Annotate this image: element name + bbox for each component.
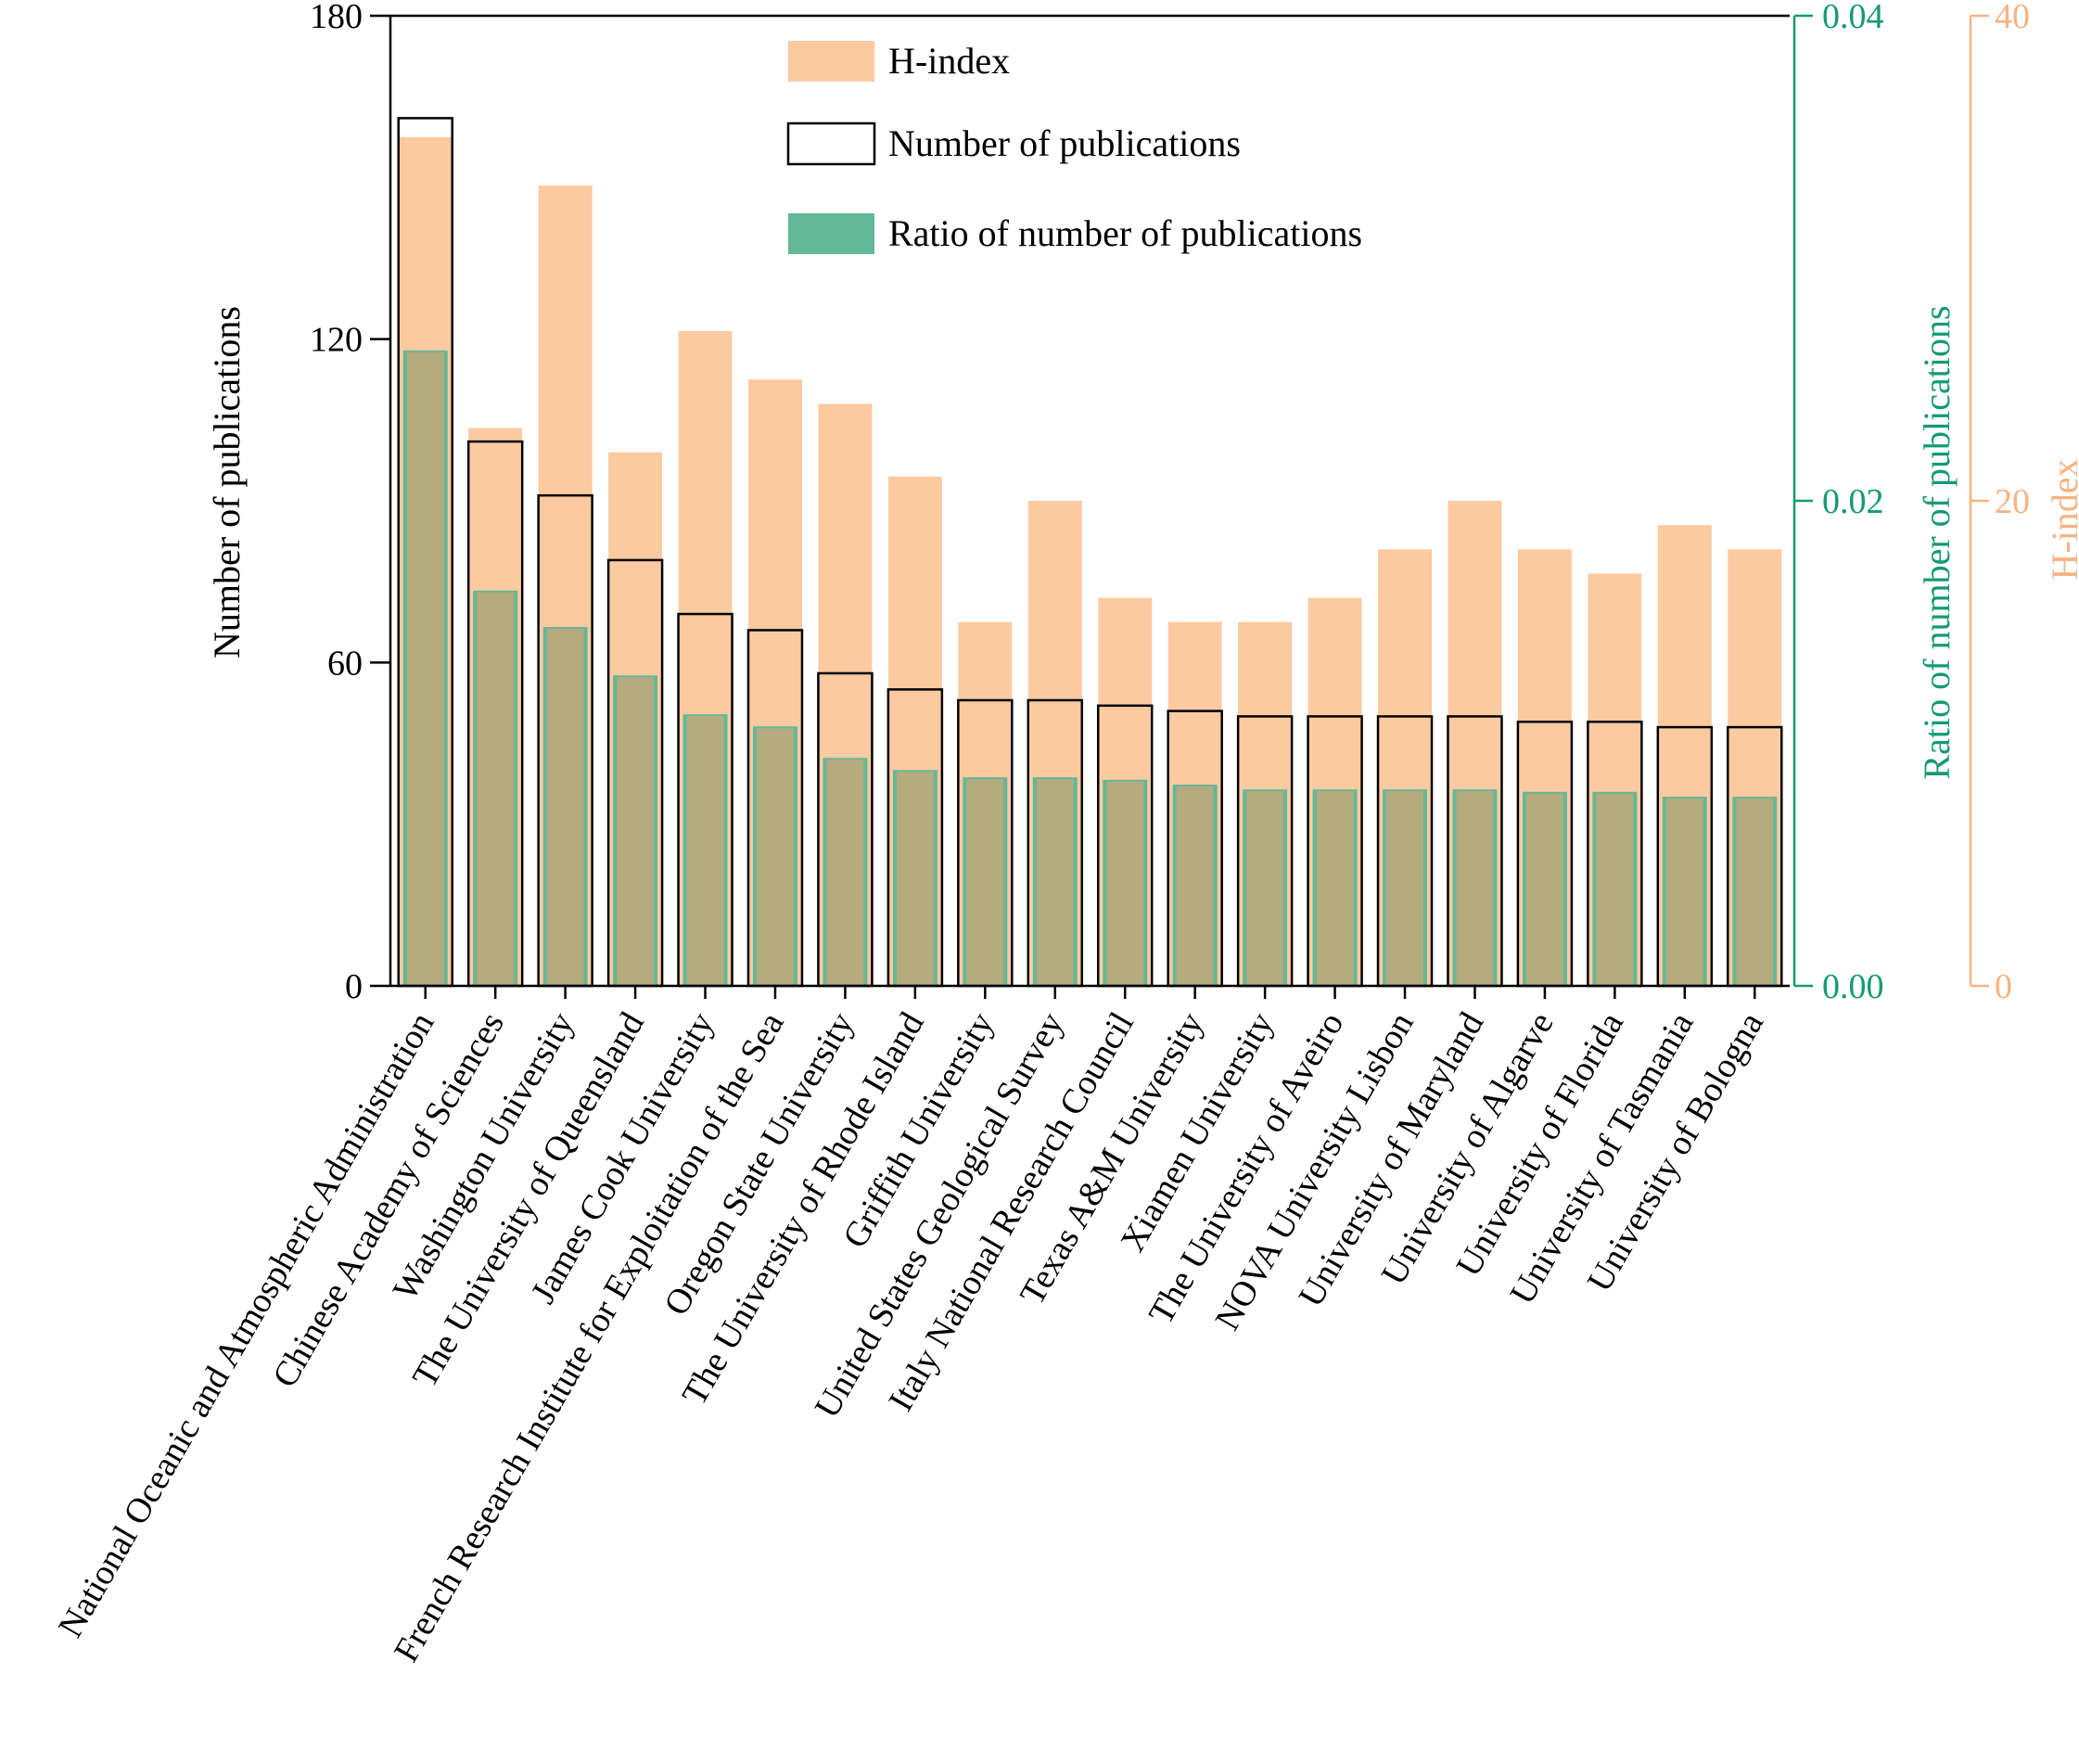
ratio-tick-label: 0.00 <box>1822 967 1884 1006</box>
legend-swatch-publications <box>786 121 876 166</box>
overlap-bar-griffith-university <box>966 779 1004 986</box>
legend: H-index Number of publications Ratio of nu… <box>786 40 1362 254</box>
overlap-bar-oregon-state-university <box>826 760 864 986</box>
ratio-tick-label: 0.02 <box>1822 482 1884 521</box>
left-tick-label: 0 <box>345 967 363 1006</box>
legend-label-h-index: H-index <box>888 40 1010 82</box>
overlap-bar-university-of-algarve <box>1525 793 1563 986</box>
x-tick-labels: National Oceanic and Atmospheric Adminis… <box>51 1005 1771 1668</box>
overlap-bar-nova-university-lisbon <box>1386 791 1424 986</box>
overlap-bar-italy-national-research-council <box>1106 781 1144 986</box>
h-index-bars <box>398 136 1782 987</box>
ratio-tick-label: 0.04 <box>1822 0 1884 36</box>
overlap-bar-the-university-of-rhode-island <box>896 772 934 986</box>
overlap-bar-university-of-florida <box>1596 793 1634 986</box>
overlap-bar-university-of-maryland <box>1456 791 1494 986</box>
ratio-axis-title: Ratio of number of publications <box>1916 305 1958 779</box>
h-index-tick-label: 40 <box>1995 0 2030 36</box>
left-axis-title: Number of publications <box>206 306 248 658</box>
overlap-bar-washington-university <box>546 628 584 986</box>
overlap-bar-french-research-institute-for-exploitation-of-the-sea <box>756 728 794 986</box>
overlap-bar-national-oceanic-and-atmospheric-administration <box>406 352 444 986</box>
overlap-bar-chinese-academy-of-sciences <box>477 592 515 986</box>
overlap-bar-texas-a-m-university <box>1176 786 1214 986</box>
legend-swatch-ratio <box>788 213 874 254</box>
overlap-bar-xiamen-university <box>1246 791 1284 986</box>
overlap-bar-the-university-of-queensland <box>617 677 655 986</box>
ratio-bars <box>402 350 1778 986</box>
legend-label-ratio-of-number-of-publications: Ratio of number of publications <box>888 212 1362 254</box>
h-index-tick-label: 20 <box>1995 482 2030 521</box>
overlap-bar-the-university-of-aveiro <box>1316 791 1354 986</box>
left-tick-label: 60 <box>327 644 363 683</box>
overlap-bar-university-of-tasmania <box>1665 799 1703 986</box>
left-tick-label: 180 <box>310 0 363 36</box>
legend-swatch-h-index <box>788 41 874 82</box>
axes: 0 60 120 180 Number of publications 0.00 0.02 0… <box>206 0 2079 1006</box>
legend-label-number-of-publications: Number of publications <box>888 122 1241 164</box>
x-tick-label-national-oceanic-and-atmospheric-administration: National Oceanic and Atmospheric Adminis… <box>51 1006 442 1644</box>
h-index-axis-title: H-index <box>2044 458 2079 580</box>
h-index-tick-label: 0 <box>1995 967 2012 1006</box>
overlap-bar-university-of-bologna <box>1736 799 1774 986</box>
left-tick-label: 120 <box>310 321 363 360</box>
overlap-bar-james-cook-university <box>686 716 724 986</box>
overlap-bar-united-states-geological-survey <box>1036 779 1074 986</box>
